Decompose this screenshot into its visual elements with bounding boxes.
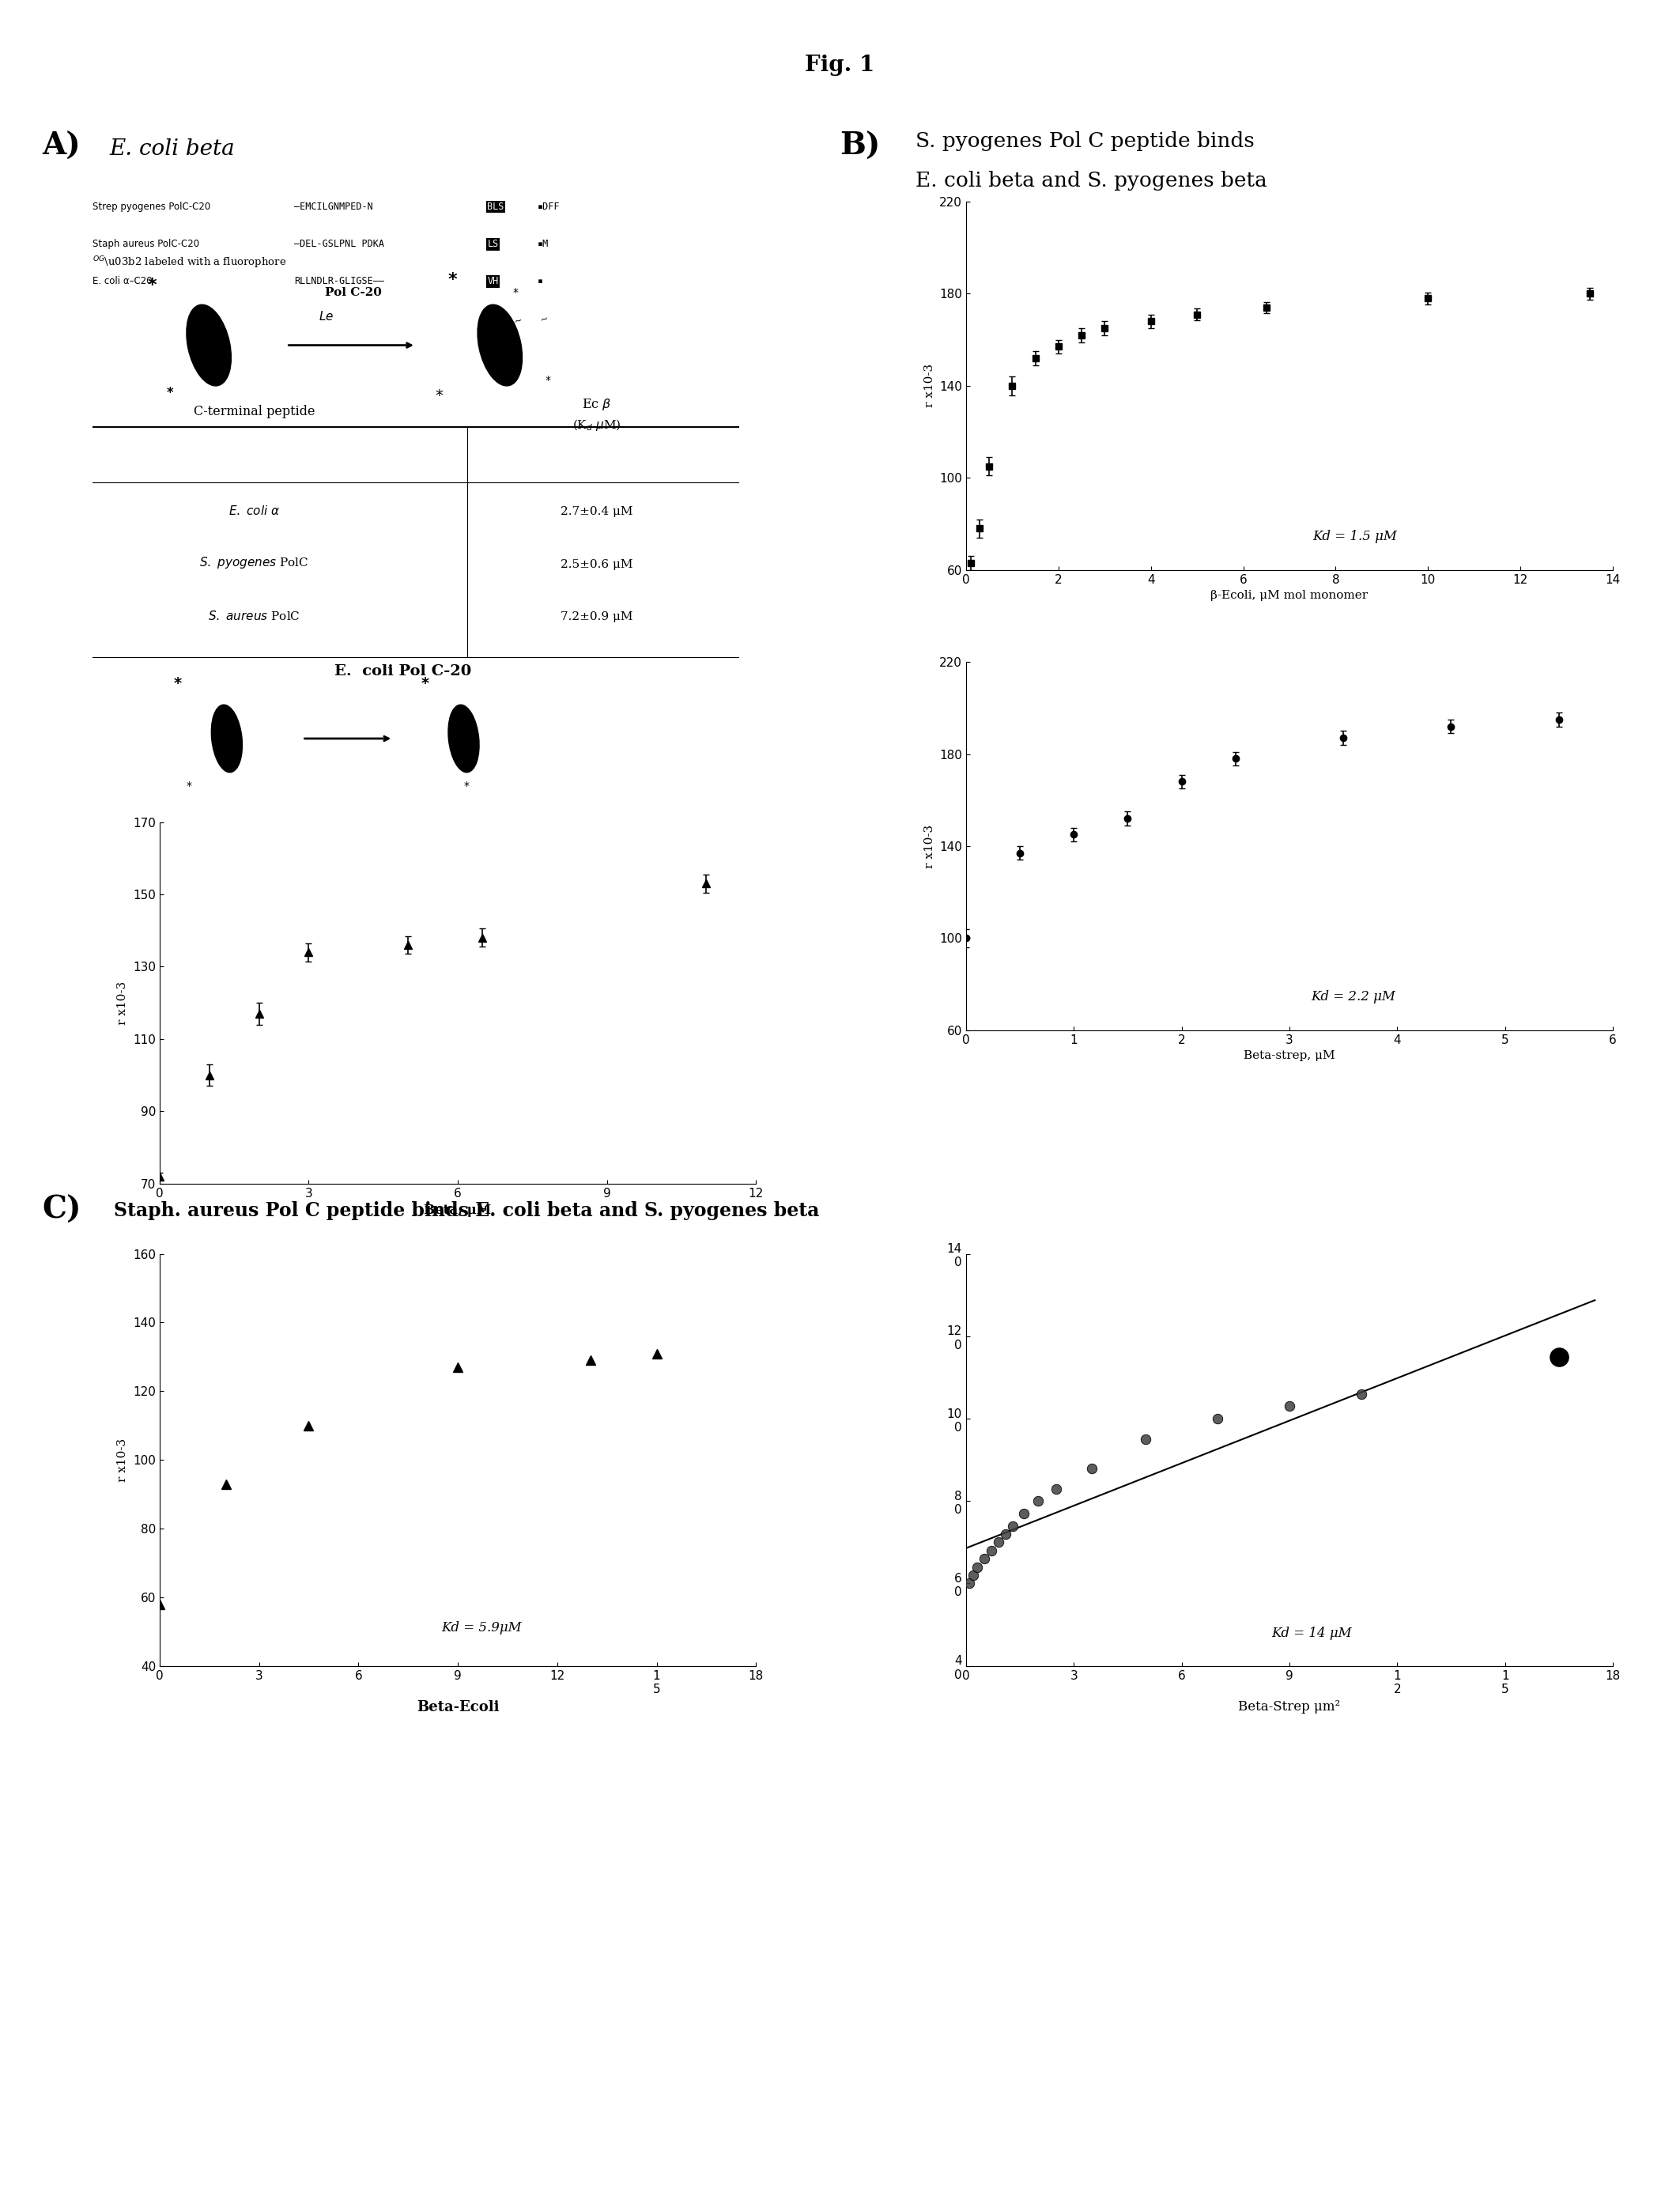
Text: —EMCILGNMPED-N: —EMCILGNMPED-N — [294, 202, 373, 213]
Text: Kd = 14 μM: Kd = 14 μM — [1272, 1626, 1352, 1640]
Text: *: * — [512, 287, 519, 298]
Text: $^{OG}$\u03b2 labeled with a fluorophore: $^{OG}$\u03b2 labeled with a fluorophore — [92, 254, 286, 270]
Y-axis label: r x10-3: r x10-3 — [118, 982, 128, 1024]
Text: C-terminal peptide: C-terminal peptide — [193, 406, 314, 419]
X-axis label: Beta-Ecoli: Beta-Ecoli — [417, 1699, 499, 1714]
Text: *: * — [186, 780, 192, 791]
Text: RLLNDLR-GLIGSE——: RLLNDLR-GLIGSE—— — [294, 276, 385, 287]
Text: ~: ~ — [539, 313, 549, 324]
X-axis label: β-Ecoli, μM mol monomer: β-Ecoli, μM mol monomer — [1211, 590, 1368, 601]
Y-axis label: r x10-3: r x10-3 — [924, 364, 936, 408]
Point — [956, 1565, 983, 1600]
Text: ~: ~ — [487, 318, 499, 329]
Point — [1347, 1377, 1374, 1412]
X-axis label: Beta, μM: Beta, μM — [423, 1203, 492, 1217]
Ellipse shape — [186, 305, 232, 386]
Point — [963, 1550, 990, 1585]
Text: Staph. aureus Pol C peptide binds E. coli beta and S. pyogenes beta: Staph. aureus Pol C peptide binds E. col… — [114, 1201, 820, 1221]
Text: $E.\ coli\ \alpha$: $E.\ coli\ \alpha$ — [228, 504, 281, 517]
Text: E.  coli Pol C-20: E. coli Pol C-20 — [334, 664, 472, 677]
Text: —DEL-GSLPNL PDKA: —DEL-GSLPNL PDKA — [294, 239, 385, 250]
Point — [1546, 1339, 1572, 1374]
Text: Ec $\beta$: Ec $\beta$ — [581, 397, 612, 412]
Text: 7.2±0.9 μM: 7.2±0.9 μM — [561, 612, 633, 623]
Text: *: * — [420, 675, 428, 690]
Point — [1205, 1401, 1231, 1436]
Text: BLS: BLS — [487, 202, 504, 213]
Point — [993, 1517, 1020, 1552]
Text: ▪DFF: ▪DFF — [538, 202, 559, 213]
X-axis label: Beta-strep, μM: Beta-strep, μM — [1243, 1050, 1336, 1061]
Point — [978, 1532, 1005, 1567]
Text: Strep pyogenes PolC-C20: Strep pyogenes PolC-C20 — [92, 202, 210, 213]
Text: Kd = 1.5 μM: Kd = 1.5 μM — [1312, 530, 1398, 544]
Point — [971, 1541, 998, 1576]
Text: Pol C-20: Pol C-20 — [326, 287, 381, 298]
Text: $S.\ pyogenes$ PolC: $S.\ pyogenes$ PolC — [200, 555, 309, 570]
Y-axis label: r x10-3: r x10-3 — [924, 824, 936, 868]
Text: ▪M: ▪M — [538, 239, 549, 250]
Text: *: * — [148, 278, 156, 294]
Text: 2.5±0.6 μM: 2.5±0.6 μM — [561, 559, 633, 570]
Text: ~: ~ — [512, 316, 524, 327]
Point — [1079, 1451, 1105, 1486]
Text: S. pyogenes Pol C peptide binds: S. pyogenes Pol C peptide binds — [916, 132, 1255, 151]
Point — [984, 1526, 1011, 1561]
Point — [1042, 1471, 1068, 1506]
Point — [1025, 1484, 1052, 1519]
Text: 2.7±0.4 μM: 2.7±0.4 μM — [561, 506, 633, 517]
Text: Staph aureus PolC-C20: Staph aureus PolC-C20 — [92, 239, 200, 250]
Ellipse shape — [449, 706, 479, 772]
Text: ▪: ▪ — [538, 276, 543, 287]
Point — [1010, 1495, 1037, 1530]
Text: Fig. 1: Fig. 1 — [805, 55, 875, 77]
Point — [1132, 1423, 1159, 1458]
Point — [1277, 1390, 1304, 1425]
Ellipse shape — [477, 305, 522, 386]
Text: *: * — [175, 675, 181, 690]
Text: C): C) — [42, 1195, 81, 1225]
X-axis label: Beta-Strep μm²: Beta-Strep μm² — [1238, 1699, 1341, 1714]
Text: LS: LS — [487, 239, 499, 250]
Text: Kd = 2.2 μM: Kd = 2.2 μM — [1310, 991, 1396, 1004]
Y-axis label: r x10-3: r x10-3 — [118, 1438, 128, 1482]
Ellipse shape — [212, 706, 242, 772]
Text: *: * — [166, 386, 173, 401]
Text: Kd = 5.9μM: Kd = 5.9μM — [442, 1622, 521, 1635]
Text: $\mathit{Le}$: $\mathit{Le}$ — [319, 311, 334, 322]
Text: *: * — [449, 272, 457, 287]
Text: VH: VH — [487, 276, 499, 287]
Text: E. coli α–C20: E. coli α–C20 — [92, 276, 153, 287]
Text: E. coli beta: E. coli beta — [109, 138, 235, 160]
Text: $S.\ aureus$ PolC: $S.\ aureus$ PolC — [208, 609, 301, 623]
Text: *: * — [544, 375, 551, 386]
Text: *: * — [435, 388, 444, 403]
Point — [959, 1559, 986, 1594]
Text: *: * — [464, 780, 469, 791]
Point — [1000, 1508, 1026, 1543]
Text: B): B) — [840, 132, 880, 162]
Text: E. coli beta and S. pyogenes beta: E. coli beta and S. pyogenes beta — [916, 171, 1267, 191]
Text: A): A) — [42, 132, 81, 162]
Text: (K$_d$ $\mu$M): (K$_d$ $\mu$M) — [573, 416, 622, 432]
